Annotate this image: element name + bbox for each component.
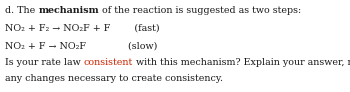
Text: Is your rate law: Is your rate law bbox=[5, 58, 84, 67]
Text: of the reaction is suggested as two steps:: of the reaction is suggested as two step… bbox=[99, 6, 301, 15]
Text: NO₂ + F₂ → NO₂F + F        (fast): NO₂ + F₂ → NO₂F + F (fast) bbox=[5, 24, 160, 33]
Text: with this mechanism? Explain your answer, making: with this mechanism? Explain your answer… bbox=[133, 58, 350, 67]
Text: consistent: consistent bbox=[84, 58, 133, 67]
Text: any changes necessary to create consistency.: any changes necessary to create consiste… bbox=[5, 74, 223, 83]
Text: d. The: d. The bbox=[5, 6, 38, 15]
Text: NO₂ + F → NO₂F              (slow): NO₂ + F → NO₂F (slow) bbox=[5, 42, 158, 51]
Text: mechanism: mechanism bbox=[38, 6, 99, 15]
